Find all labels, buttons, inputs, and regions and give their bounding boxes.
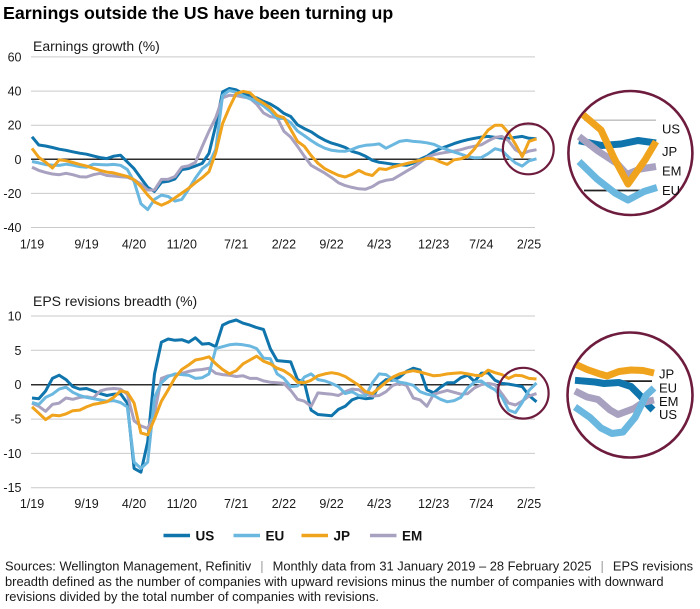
svg-text:0: 0 — [15, 153, 22, 167]
svg-text:11/20: 11/20 — [167, 497, 197, 511]
svg-text:4/20: 4/20 — [122, 238, 146, 252]
svg-text:revisions divided by the total: revisions divided by the total number of… — [5, 589, 379, 604]
svg-text:Earnings outside the US have b: Earnings outside the US have been turnin… — [3, 3, 393, 23]
svg-text:US: US — [196, 529, 215, 544]
svg-text:2/22: 2/22 — [272, 497, 296, 511]
svg-text:7/24: 7/24 — [469, 238, 493, 252]
svg-text:11/20: 11/20 — [167, 238, 197, 252]
svg-text:Sources: Wellington Management: Sources: Wellington Management, Refiniti… — [5, 559, 693, 574]
svg-text:0: 0 — [15, 378, 22, 392]
svg-text:EU: EU — [266, 529, 285, 544]
svg-text:10: 10 — [8, 310, 22, 324]
svg-text:9/19: 9/19 — [74, 238, 98, 252]
svg-text:60: 60 — [8, 50, 22, 64]
svg-text:2/22: 2/22 — [272, 238, 296, 252]
svg-text:breadth defined as the number: breadth defined as the number of compani… — [5, 574, 664, 589]
svg-text:US: US — [662, 122, 680, 137]
svg-text:-10: -10 — [3, 447, 21, 461]
svg-text:20: 20 — [8, 119, 22, 133]
svg-text:-20: -20 — [3, 187, 21, 201]
svg-text:-5: -5 — [10, 413, 21, 427]
svg-text:2/25: 2/25 — [517, 497, 541, 511]
svg-text:EM: EM — [662, 164, 682, 179]
svg-text:4/23: 4/23 — [367, 497, 391, 511]
svg-text:Earnings growth (%): Earnings growth (%) — [33, 38, 160, 54]
svg-text:9/22: 9/22 — [319, 238, 343, 252]
svg-text:EPS revisions breadth (%): EPS revisions breadth (%) — [33, 293, 197, 309]
svg-text:7/21: 7/21 — [224, 497, 248, 511]
svg-text:1/19: 1/19 — [20, 497, 44, 511]
svg-text:7/21: 7/21 — [224, 238, 248, 252]
svg-text:4/20: 4/20 — [122, 497, 146, 511]
svg-text:4/23: 4/23 — [367, 238, 391, 252]
svg-text:-40: -40 — [3, 221, 21, 235]
svg-text:EM: EM — [402, 529, 422, 544]
svg-text:EM: EM — [659, 394, 679, 409]
svg-text:-15: -15 — [3, 481, 21, 495]
svg-text:7/24: 7/24 — [469, 497, 493, 511]
svg-text:12/23: 12/23 — [418, 497, 449, 511]
svg-text:US: US — [659, 407, 677, 422]
svg-text:EU: EU — [659, 380, 677, 395]
svg-text:12/23: 12/23 — [418, 238, 449, 252]
svg-text:2/25: 2/25 — [517, 238, 541, 252]
svg-text:1/19: 1/19 — [20, 238, 44, 252]
svg-text:JP: JP — [662, 144, 677, 159]
svg-text:40: 40 — [8, 85, 22, 99]
svg-text:EU: EU — [662, 183, 680, 198]
svg-text:9/19: 9/19 — [74, 497, 98, 511]
svg-text:5: 5 — [15, 344, 22, 358]
svg-text:9/22: 9/22 — [319, 497, 343, 511]
svg-text:JP: JP — [659, 366, 674, 381]
svg-text:JP: JP — [334, 529, 351, 544]
